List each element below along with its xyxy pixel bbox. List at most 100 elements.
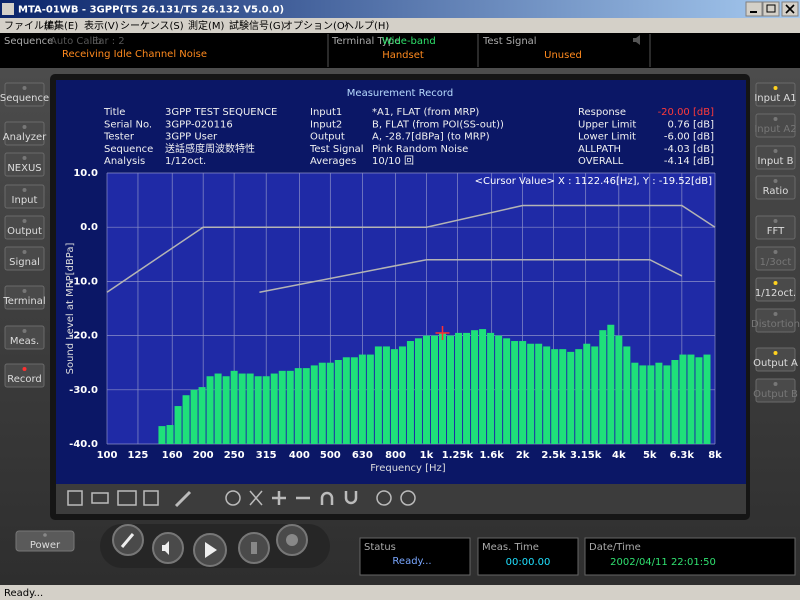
button-label: Distortion — [751, 319, 800, 330]
button-lamp — [22, 125, 27, 129]
side-button[interactable] — [4, 325, 45, 350]
power-lamp — [43, 533, 47, 537]
bar — [503, 338, 511, 444]
menu: ファイル(F)編集(E) 表示(V) シーケンス(S) 測定(M) 試験信号(G)オプシ… — [4, 19, 389, 32]
x-tick-label: 8k — [708, 450, 722, 461]
status-label: Status — [364, 542, 396, 553]
bar — [302, 368, 310, 444]
side-button[interactable] — [4, 246, 45, 271]
zoom-out-icon[interactable] — [344, 491, 358, 505]
left-buttons: Sequence Analyzer NEXUS Input Output Signal Te… — [0, 82, 49, 388]
x-axis-label: Frequency [Hz] — [370, 463, 446, 474]
menu-item[interactable]: オプション(O) — [283, 20, 349, 32]
menu-bar — [0, 18, 800, 33]
power-button[interactable] — [15, 530, 75, 552]
side-button[interactable] — [755, 277, 796, 302]
button-label: Input A2 — [754, 124, 796, 135]
sequence-name: Receiving Idle Channel Noise — [62, 49, 207, 60]
button-label: Sequence — [0, 93, 49, 104]
bar — [607, 324, 615, 444]
bar — [222, 376, 230, 444]
bar — [487, 332, 495, 444]
limit-line — [259, 258, 683, 293]
next-icon[interactable] — [400, 490, 416, 506]
menu-item[interactable]: ヘルプ(H) — [344, 20, 389, 32]
side-button[interactable] — [755, 246, 796, 271]
bar — [398, 346, 406, 444]
bar — [567, 351, 575, 444]
side-button[interactable] — [4, 363, 45, 388]
graph-icon[interactable] — [117, 490, 137, 506]
info-label: Averages — [310, 156, 356, 167]
menu-item[interactable]: ファイル(F) — [4, 21, 58, 32]
date-box — [584, 537, 796, 576]
button-label: Output A — [753, 358, 798, 369]
bar — [190, 389, 198, 444]
time-box — [477, 537, 579, 576]
bar — [382, 346, 390, 444]
info-label: Lower Limit — [578, 132, 636, 143]
side-button[interactable] — [755, 82, 796, 107]
bar — [286, 370, 294, 444]
side-button[interactable] — [755, 347, 796, 372]
bar — [414, 338, 422, 444]
zoom-in-icon[interactable] — [320, 491, 334, 505]
bar — [687, 354, 695, 444]
side-button[interactable] — [4, 285, 45, 310]
side-button[interactable] — [755, 113, 796, 138]
minimize-button[interactable] — [745, 1, 763, 17]
status-value: Ready... — [392, 556, 431, 567]
pen-glyph — [120, 533, 135, 548]
chart-title: Measurement Record — [347, 88, 453, 99]
menu-item[interactable]: 編集(E) — [44, 19, 78, 32]
bar — [519, 341, 527, 444]
button-lamp — [773, 382, 778, 386]
side-button[interactable] — [755, 145, 796, 170]
bar — [479, 329, 487, 444]
maximize-button[interactable] — [762, 1, 780, 17]
side-button[interactable] — [755, 378, 796, 403]
info-value: B, FLAT (from POI(SS-out)) — [372, 119, 504, 130]
bar — [471, 330, 479, 444]
save-icon[interactable] — [67, 490, 83, 506]
button-lamp — [22, 329, 27, 333]
side-button[interactable] — [755, 308, 796, 333]
bar — [318, 362, 326, 444]
prev-icon[interactable] — [376, 490, 392, 506]
pen-icon[interactable] — [174, 490, 192, 508]
menu-item[interactable]: 表示(V) — [84, 19, 119, 32]
status-bar-text: Ready... — [4, 588, 43, 599]
print-icon[interactable] — [91, 492, 109, 504]
button-label: Output B — [753, 389, 798, 400]
terminal-band: Wide-band — [382, 36, 436, 47]
bar — [559, 349, 567, 444]
button-label: NEXUS — [7, 163, 41, 174]
side-button[interactable] — [4, 82, 45, 107]
menu-item[interactable]: 試験信号(G) — [229, 19, 285, 32]
plus-icon[interactable] — [272, 491, 286, 505]
bar — [575, 349, 583, 444]
limit-line — [106, 204, 716, 293]
side-button[interactable] — [4, 215, 45, 240]
side-button[interactable] — [4, 152, 45, 177]
circle-icon[interactable] — [225, 490, 241, 506]
button-lamp — [22, 86, 27, 90]
menu-item[interactable]: シーケンス(S) — [120, 20, 184, 32]
side-button[interactable] — [755, 215, 796, 240]
bar — [599, 330, 607, 444]
bar — [703, 354, 711, 444]
header-bar — [0, 33, 800, 68]
side-button[interactable] — [4, 184, 45, 209]
cross-icon[interactable] — [249, 490, 263, 506]
bar — [294, 368, 302, 444]
info-value: -4.03 [dB] — [664, 144, 714, 155]
bar — [447, 335, 455, 444]
list-icon[interactable] — [143, 490, 159, 506]
bar — [174, 406, 182, 444]
menu-item[interactable]: 測定(M) — [188, 19, 225, 32]
bar — [527, 343, 535, 444]
x-tick-label: 250 — [224, 450, 245, 461]
side-button[interactable] — [4, 121, 45, 146]
side-button[interactable] — [755, 175, 796, 200]
info-label: Response — [578, 107, 626, 118]
